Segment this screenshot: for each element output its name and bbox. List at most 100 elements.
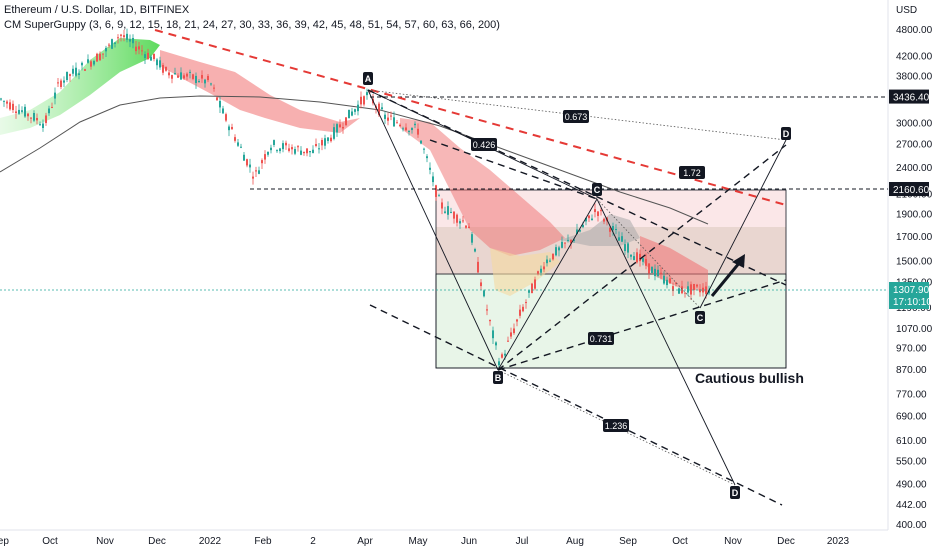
candle — [48, 105, 50, 116]
candle — [111, 38, 113, 50]
channel-lines[interactable] — [367, 89, 787, 506]
candle — [654, 264, 656, 281]
price-tick-label: 2400.00 — [896, 163, 932, 174]
candle — [18, 104, 20, 115]
candle — [72, 65, 74, 77]
guppy-bear-ribbon-3 — [640, 236, 708, 292]
point-label-d[interactable]: D — [730, 486, 740, 499]
candle — [447, 201, 449, 220]
candle — [279, 147, 281, 154]
price-tick-label: 3800.00 — [896, 72, 932, 83]
candle — [621, 232, 623, 243]
indicator-legend[interactable]: CM SuperGuppy (3, 6, 9, 12, 15, 18, 21, … — [4, 19, 500, 31]
candle — [201, 70, 203, 83]
time-tick-label: May — [409, 536, 428, 547]
price-tick-label: 610.00 — [896, 436, 927, 447]
candle — [192, 73, 194, 81]
price-tick-label: 1500.00 — [896, 257, 932, 268]
candle — [90, 59, 92, 70]
candle — [144, 51, 146, 65]
candle — [360, 91, 362, 109]
channel-top-connector — [429, 139, 598, 200]
candle — [495, 341, 497, 350]
candle — [648, 263, 650, 279]
support-zone[interactable] — [435, 273, 787, 369]
price-tick-label: 442.00 — [896, 500, 927, 511]
candle — [15, 105, 17, 119]
svg-text:C: C — [594, 185, 601, 195]
candle — [57, 77, 59, 88]
candle — [693, 283, 695, 296]
candle — [339, 119, 341, 128]
candle — [273, 139, 275, 148]
candle — [3, 100, 5, 107]
candle — [474, 247, 476, 253]
candle — [633, 251, 635, 261]
fib-ratio-label[interactable]: 0.426 — [471, 138, 497, 151]
candle — [87, 54, 89, 64]
candle — [207, 73, 209, 83]
time-tick-label: 2023 — [827, 536, 850, 547]
currency-label: USD — [896, 5, 917, 16]
channel-upper — [367, 89, 787, 286]
fib-ratio-label[interactable]: 1.72 — [679, 166, 705, 179]
candle — [567, 234, 569, 243]
candle — [672, 282, 674, 296]
candle — [108, 43, 110, 48]
point-label-a[interactable]: A — [363, 72, 373, 85]
harmonic-pattern[interactable] — [367, 89, 787, 486]
price-tick-label: 490.00 — [896, 480, 927, 491]
candle — [516, 318, 518, 327]
channel-bottom — [369, 304, 783, 506]
candle — [510, 327, 512, 340]
chart-title: Ethereum / U.S. Dollar, 1D, BITFINEX — [4, 4, 190, 16]
candles — [0, 28, 710, 368]
candle — [264, 150, 266, 164]
candle — [6, 99, 8, 109]
candle — [66, 71, 68, 83]
candle — [33, 110, 35, 123]
candle — [417, 123, 419, 138]
price-tick-label: 3000.00 — [896, 119, 932, 130]
candle — [150, 54, 152, 61]
point-label-c[interactable]: C — [592, 183, 602, 196]
candle — [204, 78, 206, 88]
time-tick-label: Aug — [566, 536, 584, 547]
candle — [321, 137, 323, 151]
candle — [285, 140, 287, 150]
candle — [384, 111, 386, 124]
candle — [519, 304, 521, 319]
candle — [513, 323, 515, 335]
candle — [669, 276, 671, 284]
red-downtrend-line[interactable] — [154, 29, 787, 206]
candle — [114, 42, 116, 48]
channel-mid — [497, 144, 787, 371]
candle — [123, 29, 125, 42]
fib-ratio-label[interactable]: 0.731 — [588, 332, 614, 345]
candle — [468, 223, 470, 229]
candle — [381, 102, 383, 111]
candle — [423, 147, 425, 154]
candle — [345, 117, 347, 127]
candle — [666, 276, 668, 289]
price-tick-label: 2700.00 — [896, 140, 932, 151]
time-tick-label: Dec — [777, 536, 795, 547]
candle — [138, 41, 140, 55]
point-label-b[interactable]: B — [493, 371, 503, 384]
candle — [615, 224, 617, 235]
candle — [555, 244, 557, 257]
candle — [21, 106, 23, 114]
time-tick-label: Oct — [42, 536, 58, 547]
candle — [117, 34, 119, 44]
fib-ratio-label[interactable]: 1.236 — [603, 419, 629, 432]
candle — [147, 48, 149, 60]
point-label-d[interactable]: D — [781, 127, 791, 140]
candle — [213, 84, 215, 92]
candle — [561, 236, 563, 249]
svg-text:C: C — [697, 313, 704, 323]
candle — [63, 76, 65, 88]
point-label-c[interactable]: C — [695, 311, 705, 324]
candle — [153, 53, 155, 62]
fib-ratio-label[interactable]: 0.673 — [563, 110, 589, 123]
